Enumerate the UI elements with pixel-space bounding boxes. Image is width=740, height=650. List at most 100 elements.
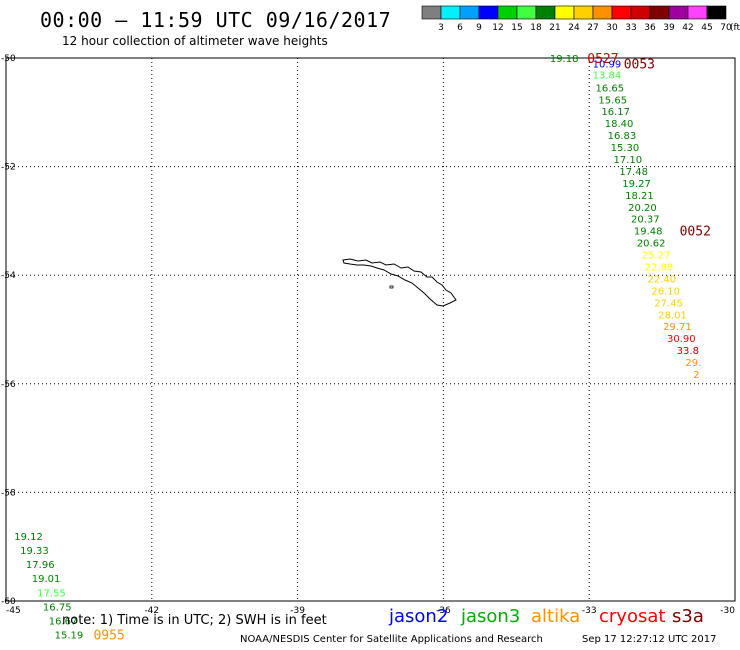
pass-time-label: 0527 [587, 52, 618, 67]
satellite-legend-item: jason2 [389, 606, 449, 627]
map-title: 00:00 – 11:59 UTC 09/16/2017 [40, 8, 392, 32]
pass-time-label: 0955 [93, 629, 124, 644]
lat-tick-label: -56 [1, 380, 16, 390]
wave-height-label: 28.01 [658, 310, 687, 321]
wave-height-label: 17.55 [37, 588, 66, 599]
colorbar-label: 24 [568, 23, 580, 33]
wave-height-label: 16.65 [596, 83, 625, 94]
wave-height-label: 15.65 [598, 95, 627, 106]
colorbar-swatch [535, 5, 556, 20]
colorbar-swatch [687, 5, 708, 20]
wave-height-label: 22.40 [648, 274, 677, 285]
map-subtitle: 12 hour collection of altimeter wave hei… [62, 34, 328, 48]
islet [389, 285, 394, 289]
wave-height-label: 13.84 [593, 70, 622, 81]
colorbar-label: 6 [457, 23, 463, 33]
wave-height-label: 26.10 [651, 286, 680, 297]
colorbar-swatch [592, 5, 613, 20]
axis-tick-labels: -45 -42 -39 -36 -33 -30 -50 -52 -54 -56 -58 -60 [1, 54, 735, 616]
wave-height-label: 22.88 [645, 263, 674, 274]
colorbar-label: 30 [606, 23, 618, 33]
wave-height-label: 19.48 [634, 227, 663, 238]
colorbar-label: 33 [625, 23, 636, 33]
lat-tick-label: -54 [1, 271, 16, 281]
lon-tick-label: -33 [582, 606, 597, 616]
credit-line: NOAA/NESDIS Center for Satellite Applica… [240, 634, 543, 645]
lat-tick-label: -60 [1, 597, 16, 607]
wave-height-label: 20.62 [637, 239, 666, 250]
lat-tick-label: -50 [1, 54, 16, 64]
wave-height-label: 16.75 [43, 602, 72, 613]
colorbar-swatch [554, 5, 575, 20]
colorbar-label: 15 [511, 23, 522, 33]
wave-height-label: 10.99 [593, 59, 622, 70]
wave-height-label: 19.33 [20, 546, 49, 557]
lon-tick-label: -36 [436, 606, 451, 616]
wave-height-label: 29.71 [663, 322, 692, 333]
wave-height-label: 16.17 [601, 107, 630, 118]
satellite-legend-item: altika [531, 606, 581, 627]
lat-tick-label: -58 [1, 488, 16, 498]
colorbar-swatch [573, 5, 594, 20]
wave-height-label: 16.83 [608, 131, 637, 142]
colorbar-label: 39 [663, 23, 675, 33]
wave-height-label: 27.45 [654, 298, 683, 309]
lon-tick-label: -45 [6, 606, 21, 616]
lon-tick-label: -39 [290, 606, 305, 616]
generated-timestamp: Sep 17 12:27:12 UTC 2017 [582, 634, 717, 645]
wave-height-label: 19.12 [14, 532, 43, 543]
lon-tick-label: -42 [144, 606, 159, 616]
wave-height-label: 30.90 [667, 334, 696, 345]
wave-height-label: 2 [693, 370, 699, 381]
pass-time-label: 0052 [680, 225, 711, 240]
colorbar-label: 21 [549, 23, 560, 33]
colorbar-label: 9 [476, 23, 482, 33]
colorbar-label: 42 [682, 23, 693, 33]
satellite-legend-item: s3a [672, 606, 704, 627]
units-note: note: 1) Time is in UTC; 2) SWH is in fe… [62, 613, 327, 628]
satellite-legend-item: jason3 [461, 606, 521, 627]
pass-time-label: 0053 [624, 57, 655, 72]
wave-height-label: 19.01 [32, 574, 61, 585]
colorbar-label: 70 [720, 23, 732, 33]
colorbar-swatch [421, 5, 442, 20]
wave-height-label: 19.18 [550, 54, 579, 65]
colorbar-swatch [516, 5, 537, 20]
lat-lon-grid [6, 58, 735, 601]
wave-height-label: 20.37 [631, 215, 660, 226]
satellite-legend-item: cryosat [599, 606, 666, 627]
wave-height-label: 17.96 [26, 560, 55, 571]
wave-height-label: 15.30 [611, 143, 640, 154]
wave-height-label: 16.67 [49, 617, 78, 628]
colorbar-swatch [497, 5, 518, 20]
lat-tick-label: -52 [1, 163, 16, 173]
wave-height-label: 17.48 [619, 167, 648, 178]
wave-height-label: 18.40 [605, 119, 634, 130]
colorbar-label: 3 [438, 23, 444, 33]
wave-height-label: 29. [685, 358, 701, 369]
colorbar-label: 45 [701, 23, 712, 33]
colorbar-swatch [611, 5, 632, 20]
colorbar-swatch [649, 5, 670, 20]
colorbar-label: 27 [587, 23, 598, 33]
colorbar-label: 36 [644, 23, 656, 33]
wave-height-label: 18.21 [625, 191, 654, 202]
colorbar-swatch [706, 5, 727, 20]
wave-height-label: 17.10 [614, 155, 643, 166]
colorbar-swatch [459, 5, 480, 20]
colorbar-label: 12 [492, 23, 503, 33]
wave-height-label: 25.27 [642, 251, 671, 262]
wave-height-label: 33.8 [677, 346, 699, 357]
wave-height-label: 19.27 [622, 179, 651, 190]
colorbar-swatch [630, 5, 651, 20]
wave-height-label: 15.19 [55, 631, 84, 642]
colorbar-swatch [440, 5, 461, 20]
lon-tick-label: -30 [720, 606, 735, 616]
map-frame [5, 57, 736, 602]
wave-height-label: 20.20 [628, 203, 657, 214]
colorbar-swatch [478, 5, 499, 20]
south-georgia-island [342, 258, 457, 307]
